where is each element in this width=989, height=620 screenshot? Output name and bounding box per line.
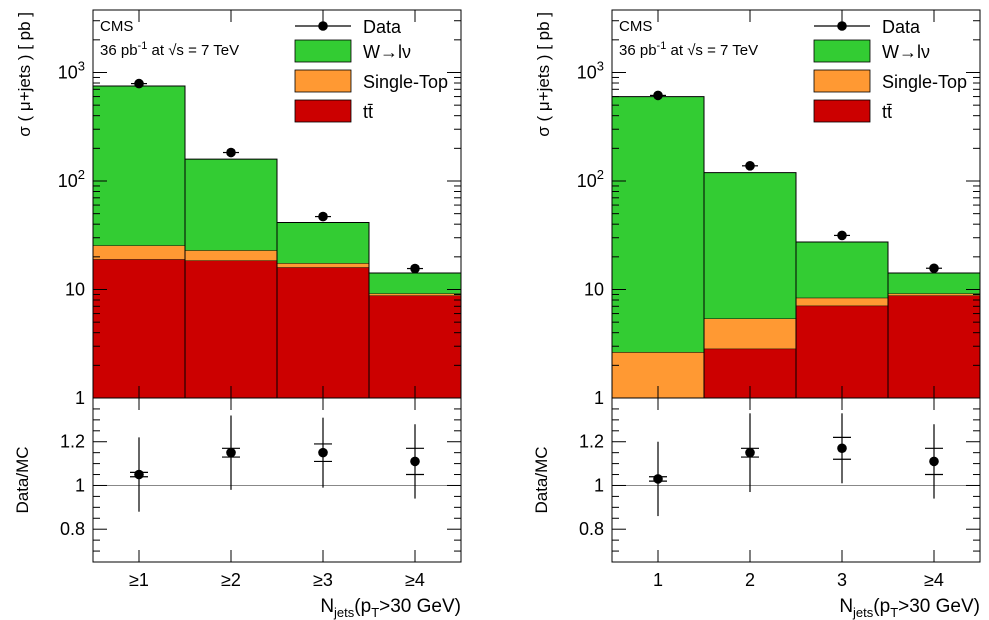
ratio-point-4 <box>929 456 939 467</box>
xtick-label-1: 1 <box>653 570 663 590</box>
legend-entry-1: W→lν <box>363 42 411 62</box>
bar-SingleTop-2 <box>185 250 277 261</box>
bar-Wl-3 <box>796 242 888 298</box>
legend-swatch-1 <box>813 39 871 63</box>
legend-entry-1: W→lν <box>882 42 930 62</box>
legend-data-marker <box>837 21 847 31</box>
legend-entry-2: Single-Top <box>882 72 967 92</box>
legend-swatch-3 <box>813 99 871 123</box>
data-point-3 <box>318 211 328 222</box>
legend-swatch-1 <box>294 39 352 63</box>
x-axis-title: Njets(pT>30 GeV) <box>320 596 461 620</box>
ratio-ytick-label-3: 1.2 <box>60 432 85 452</box>
ytick-label-3: 102 <box>577 167 604 191</box>
ytick-label-2: 10 <box>65 280 85 300</box>
chart-panel-2: 1 10 102 103 σ ( μ+jets ) [ pb ] CMS 36 pb-1 a… <box>532 9 981 620</box>
xtick-label-2: ≥2 <box>221 570 241 590</box>
ytick-label-1: 1 <box>75 388 85 408</box>
xtick-label-3: ≥3 <box>313 570 333 590</box>
lumi-label: 36 pb-1 at √s = 7 TeV <box>100 40 239 59</box>
bar-SingleTop-4 <box>369 293 461 296</box>
ratio-point-4 <box>410 456 420 467</box>
legend-swatch-2 <box>813 69 871 93</box>
legend-entry-data: Data <box>363 17 402 37</box>
ytick-label-2: 10 <box>584 280 604 300</box>
bar-SingleTop-3 <box>277 263 369 268</box>
cms-label: CMS <box>619 18 652 35</box>
ratio-point-3 <box>318 447 328 458</box>
bar-tt-2 <box>185 260 277 398</box>
legend-entry-3: tt̄ <box>363 102 373 122</box>
bar-Wl-1 <box>612 96 704 353</box>
cms-label: CMS <box>100 18 133 35</box>
ratio-y-axis-title: Data/MC <box>13 446 32 513</box>
ratio-ytick-label-1: 0.8 <box>579 519 604 539</box>
legend-entry-3: tt̄ <box>882 102 892 122</box>
bar-SingleTop-1 <box>93 245 185 260</box>
bar-SingleTop-3 <box>796 297 888 306</box>
bar-SingleTop-4 <box>888 293 980 296</box>
ratio-frame <box>611 397 981 563</box>
ratio-point-1 <box>653 474 663 484</box>
x-axis-title: Njets(pT>30 GeV) <box>839 596 980 620</box>
legend-swatch-2 <box>294 69 352 93</box>
bar-SingleTop-2 <box>704 318 796 349</box>
xtick-label-3: 3 <box>837 570 847 590</box>
data-point-2 <box>226 147 236 158</box>
data-point-4 <box>929 263 939 274</box>
bar-Wl-4 <box>888 272 980 294</box>
data-point-1 <box>653 90 663 101</box>
legend-entry-data: Data <box>882 17 921 37</box>
ratio-point-2 <box>745 447 755 458</box>
bar-tt-3 <box>796 305 888 398</box>
ratio-point-2 <box>226 447 236 458</box>
bar-tt-1 <box>93 259 185 398</box>
bar-tt-4 <box>369 295 461 398</box>
ratio-ytick-label-2: 1 <box>594 475 604 495</box>
bar-Wl-3 <box>277 222 369 264</box>
xtick-label-1: ≥1 <box>129 570 149 590</box>
ytick-label-4: 103 <box>58 59 85 83</box>
ratio-ytick-label-2: 1 <box>75 475 85 495</box>
bar-Wl-2 <box>704 172 796 319</box>
data-point-4 <box>410 263 420 274</box>
ratio-point-3 <box>837 443 847 454</box>
data-point-1 <box>134 78 144 89</box>
bar-tt-4 <box>888 295 980 398</box>
legend-swatch-3 <box>294 99 352 123</box>
data-point-3 <box>837 230 847 241</box>
ytick-label-3: 102 <box>58 167 85 191</box>
bar-Wl-4 <box>369 272 461 294</box>
y-axis-title: σ ( μ+jets ) [ pb ] <box>534 12 553 137</box>
lumi-label: 36 pb-1 at √s = 7 TeV <box>619 40 758 59</box>
ratio-frame <box>92 397 462 563</box>
ytick-label-1: 1 <box>594 388 604 408</box>
xtick-label-4: ≥4 <box>405 570 425 590</box>
ratio-ytick-label-3: 1.2 <box>579 432 604 452</box>
xtick-label-2: 2 <box>745 570 755 590</box>
xtick-label-4: ≥4 <box>924 570 944 590</box>
legend-entry-2: Single-Top <box>363 72 448 92</box>
bar-tt-3 <box>277 267 369 398</box>
bar-Wl-1 <box>93 86 185 246</box>
legend-data-marker <box>318 21 328 31</box>
data-point-2 <box>745 161 755 171</box>
bar-Wl-2 <box>185 159 277 251</box>
y-axis-title: σ ( μ+jets ) [ pb ] <box>15 12 34 137</box>
ratio-y-axis-title: Data/MC <box>532 446 551 513</box>
chart-panel-1: 1 10 102 103 σ ( μ+jets ) [ pb ] CMS 36 pb-1 a… <box>13 9 462 620</box>
ratio-ytick-label-1: 0.8 <box>60 519 85 539</box>
ratio-point-1 <box>134 469 144 480</box>
ytick-label-4: 103 <box>577 59 604 83</box>
